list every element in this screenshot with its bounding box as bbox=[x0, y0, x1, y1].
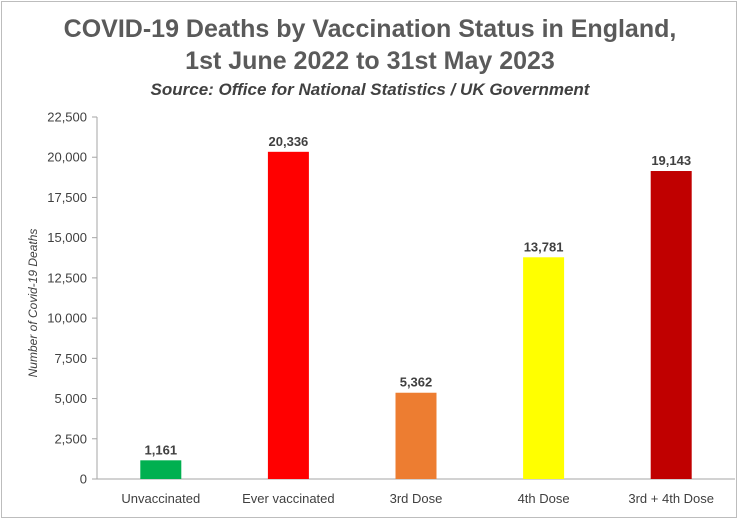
y-tick-label: 7,500 bbox=[54, 351, 87, 366]
y-tick-label: 2,500 bbox=[54, 431, 87, 446]
y-axis-ticks: 0 2,500 5,000 7,500 10,000 12,500 15,000 17,500… bbox=[47, 110, 97, 487]
bar bbox=[395, 392, 437, 479]
y-tick-label: 20,000 bbox=[47, 150, 87, 165]
y-axis-title: Number of Covid-19 Deaths bbox=[26, 229, 40, 378]
chart-title-line-2: 1st June 2022 to 31st May 2023 bbox=[185, 47, 555, 75]
bar bbox=[267, 151, 309, 480]
category-label: 4th Dose bbox=[518, 491, 570, 506]
data-labels: 1,161 20,336 5,362 13,781 19,143 bbox=[145, 134, 692, 458]
data-label: 20,336 bbox=[269, 134, 309, 149]
y-tick-label: 17,500 bbox=[47, 190, 87, 205]
bar bbox=[140, 460, 182, 479]
y-tick-label: 0 bbox=[80, 472, 87, 487]
category-label: 3rd + 4th Dose bbox=[628, 491, 714, 506]
category-label: Unvaccinated bbox=[121, 491, 200, 506]
data-label: 13,781 bbox=[524, 239, 564, 254]
y-tick-label: 10,000 bbox=[47, 311, 87, 326]
bar bbox=[650, 171, 692, 479]
data-label: 19,143 bbox=[651, 153, 691, 168]
y-tick-label: 5,000 bbox=[54, 391, 87, 406]
data-label: 1,161 bbox=[145, 442, 178, 457]
chart-subtitle: Source: Office for National Statistics /… bbox=[150, 80, 590, 99]
category-label: Ever vaccinated bbox=[242, 491, 335, 506]
bar bbox=[523, 257, 565, 479]
bars bbox=[140, 151, 692, 480]
chart-title-line-1: COVID-19 Deaths by Vaccination Status in… bbox=[63, 15, 677, 43]
y-tick-label: 15,000 bbox=[47, 230, 87, 245]
y-tick-label: 22,500 bbox=[47, 110, 87, 125]
y-tick-label: 12,500 bbox=[47, 270, 87, 285]
category-labels: Unvaccinated Ever vaccinated 3rd Dose 4th D… bbox=[121, 491, 714, 506]
data-label: 5,362 bbox=[400, 375, 433, 390]
category-label: 3rd Dose bbox=[390, 491, 443, 506]
